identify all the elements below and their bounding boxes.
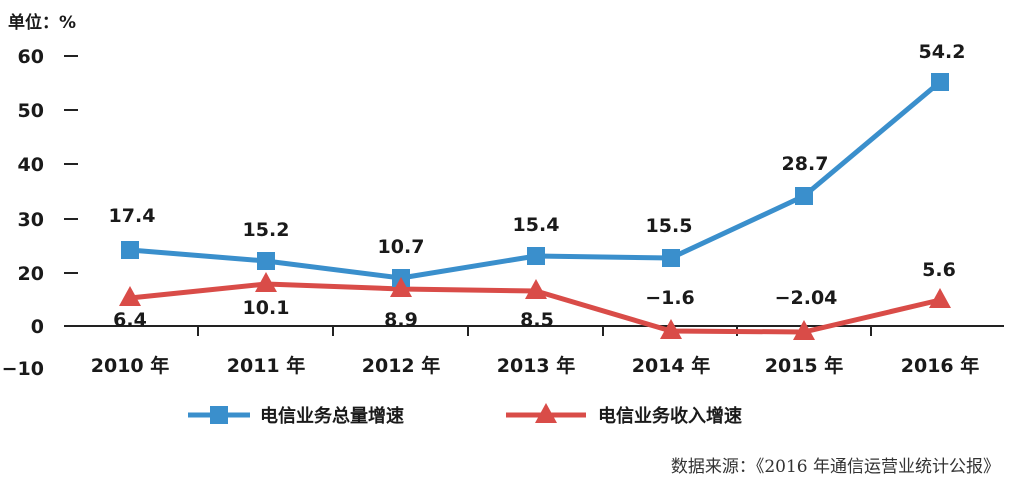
x-tick-label: 2010 年 [91, 354, 170, 377]
y-tick-label: 0 [31, 316, 44, 338]
data-label: 54.2 [919, 41, 966, 63]
y-tick-label: 60 [18, 46, 44, 68]
unit-label: 单位：% [8, 13, 77, 33]
x-tick-label: 2016 年 [901, 354, 980, 377]
square-marker [662, 249, 680, 267]
legend-label: 电信业务收入增速 [598, 405, 742, 427]
data-source: 数据来源：《2016 年通信运营业统计公报》 [670, 457, 1000, 477]
triangle-marker [793, 320, 815, 340]
legend-item: 电信业务总量增速 [188, 405, 404, 427]
x-tick-label: 2014 年 [632, 354, 711, 377]
y-tick-label: 50 [18, 100, 44, 122]
data-label: 8.5 [520, 309, 554, 331]
x-tick-label: 2012 年 [362, 354, 441, 377]
square-marker [257, 252, 275, 270]
triangle-marker [119, 286, 141, 306]
x-tick-label: 2013 年 [497, 354, 576, 377]
triangle-marker [390, 277, 412, 297]
triangle-marker [255, 272, 277, 292]
data-label: −1.6 [645, 287, 695, 309]
data-label: 10.7 [378, 236, 425, 258]
axes: 60 50 40 30 20 0 −10 2010 年 2011 年 2012 年 2013 年 20… [2, 46, 1004, 380]
data-labels: 17.4 15.2 10.7 15.4 15.5 28.7 54.2 6.4 10.1 8.9 8.… [109, 41, 966, 331]
square-marker [931, 73, 949, 91]
data-label: 15.5 [646, 215, 693, 237]
x-tick-label: 2015 年 [765, 354, 844, 377]
y-tick-label: 30 [18, 209, 44, 231]
data-label: −2.04 [775, 287, 838, 309]
legend-square-marker [210, 406, 228, 424]
legend-triangle-marker [535, 403, 557, 423]
triangle-marker [929, 288, 951, 308]
data-label: 6.4 [113, 309, 147, 331]
legend: 电信业务总量增速 电信业务收入增速 [188, 403, 742, 427]
y-tick-label: −10 [2, 358, 44, 380]
y-tick-label: 20 [18, 263, 44, 285]
square-marker [527, 247, 545, 265]
square-marker [121, 241, 139, 259]
data-label: 28.7 [782, 153, 829, 175]
triangle-marker [525, 279, 547, 299]
square-marker [795, 187, 813, 205]
y-tick-label: 40 [18, 154, 44, 176]
data-label: 15.4 [513, 214, 560, 236]
x-tick-label: 2011 年 [227, 354, 306, 377]
data-label: 10.1 [243, 297, 290, 319]
data-label: 17.4 [109, 205, 156, 227]
triangle-marker [660, 319, 682, 339]
data-label: 8.9 [384, 309, 418, 331]
data-label: 5.6 [922, 259, 956, 281]
legend-item: 电信业务收入增速 [506, 403, 742, 427]
series-markers [119, 73, 951, 340]
legend-label: 电信业务总量增速 [260, 405, 404, 427]
data-label: 15.2 [243, 219, 290, 241]
